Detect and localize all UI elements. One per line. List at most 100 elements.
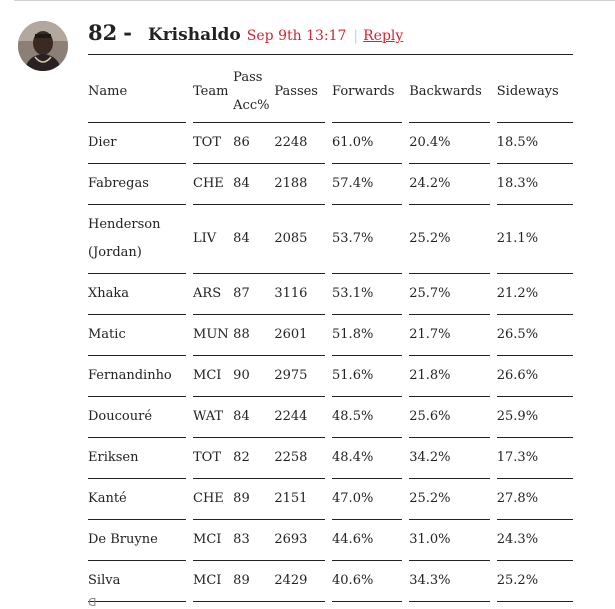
col-header-backwards: Backwards (409, 62, 490, 123)
cell-forwards: 40.6% (332, 560, 403, 602)
cell-pass-acc: 82 (233, 437, 275, 479)
cell-pass-acc: 83 (233, 519, 275, 561)
table-row: Fabregas CHE 84 2188 57.4% 24.2% 18.3% (88, 163, 573, 205)
cell-passes: 2151 (274, 478, 325, 520)
cell-sideways: 17.3% (496, 437, 573, 479)
comment-author[interactable]: Krishaldo (147, 25, 241, 45)
cell-name: Dier (88, 122, 186, 164)
cell-name: Fernandinho (88, 355, 186, 397)
cell-sideways: 18.3% (496, 163, 573, 205)
cell-passes: 3116 (274, 273, 325, 315)
cell-forwards: 51.8% (332, 314, 403, 356)
cell-sideways: 18.5% (496, 122, 573, 164)
cell-passes: 2601 (274, 314, 325, 356)
cell-backwards: 25.2% (409, 204, 490, 274)
cell-sideways: 25.2% (496, 560, 573, 602)
col-header-name: Name (88, 62, 186, 123)
cell-name: Matic (88, 314, 186, 356)
cell-forwards: 61.0% (332, 122, 403, 164)
cell-name: Xhaka (88, 273, 186, 315)
cell-passes: 2244 (274, 396, 325, 438)
cell-forwards: 47.0% (332, 478, 403, 520)
cell-team: TOT (193, 122, 234, 164)
table-header-row: Name Team Pass Acc% Passes Forwards Backw… (88, 62, 573, 123)
cell-backwards: 34.2% (409, 437, 490, 479)
comment-timestamp: Sep 9th 13:17 (246, 28, 347, 44)
next-comment-fragment: ᗡ (88, 596, 97, 609)
cell-sideways: 25.9% (496, 396, 573, 438)
table-row: Silva MCI 89 2429 40.6% 34.3% 25.2% (88, 560, 573, 602)
cell-team: ARS (193, 273, 234, 315)
cell-backwards: 34.3% (409, 560, 490, 602)
table-row: Eriksen TOT 82 2258 48.4% 34.2% 17.3% (88, 437, 573, 479)
table-row: Doucouré WAT 84 2244 48.5% 25.6% 25.9% (88, 396, 573, 438)
cell-backwards: 21.7% (409, 314, 490, 356)
cell-team: LIV (193, 204, 234, 274)
col-header-forwards: Forwards (332, 62, 403, 123)
cell-team: CHE (193, 478, 234, 520)
col-header-team: Team (193, 62, 234, 123)
cell-sideways: 26.6% (496, 355, 573, 397)
table-body: Dier TOT 86 2248 61.0% 20.4% 18.5% Fabregas CHE 8… (88, 122, 573, 602)
cell-pass-acc: 89 (233, 560, 275, 602)
cell-pass-acc: 87 (233, 273, 275, 315)
cell-backwards: 31.0% (409, 519, 490, 561)
col-header-pass-acc: Pass Acc% (233, 62, 275, 123)
cell-forwards: 53.7% (332, 204, 403, 274)
cell-forwards: 51.6% (332, 355, 403, 397)
cell-name: Henderson (Jordan) (88, 204, 186, 274)
cell-name: Fabregas (88, 163, 186, 205)
col-header-passes: Passes (274, 62, 325, 123)
comment-header-divider (88, 54, 573, 55)
cell-passes: 2188 (274, 163, 325, 205)
cell-pass-acc: 84 (233, 396, 275, 438)
cell-sideways: 24.3% (496, 519, 573, 561)
cell-forwards: 48.5% (332, 396, 403, 438)
cell-sideways: 26.5% (496, 314, 573, 356)
cell-name: Kanté (88, 478, 186, 520)
table-row: De Bruyne MCI 83 2693 44.6% 31.0% 24.3% (88, 519, 573, 561)
cell-team: MUN (193, 314, 234, 356)
cell-backwards: 25.2% (409, 478, 490, 520)
cell-passes: 2429 (274, 560, 325, 602)
table-row: Matic MUN 88 2601 51.8% 21.7% 26.5% (88, 314, 573, 356)
cell-name: Doucouré (88, 396, 186, 438)
cell-pass-acc: 84 (233, 163, 275, 205)
cell-pass-acc: 90 (233, 355, 275, 397)
cell-forwards: 53.1% (332, 273, 403, 315)
cell-team: MCI (193, 519, 234, 561)
cell-pass-acc: 84 (233, 204, 275, 274)
header-separator: | (353, 28, 359, 44)
table-row: Fernandinho MCI 90 2975 51.6% 21.8% 26.6% (88, 355, 573, 397)
table-row: Xhaka ARS 87 3116 53.1% 25.7% 21.2% (88, 273, 573, 315)
cell-sideways: 27.8% (496, 478, 573, 520)
col-header-pass-acc-line1: Pass (233, 70, 263, 85)
comment-number: 82 (88, 20, 118, 45)
cell-backwards: 25.6% (409, 396, 490, 438)
passing-stats-table: Name Team Pass Acc% Passes Forwards Backw… (88, 62, 573, 602)
user-avatar[interactable] (18, 21, 68, 71)
cell-forwards: 44.6% (332, 519, 403, 561)
cell-team: WAT (193, 396, 234, 438)
cell-passes: 2248 (274, 122, 325, 164)
cell-team: MCI (193, 355, 234, 397)
table-row: Dier TOT 86 2248 61.0% 20.4% 18.5% (88, 122, 573, 164)
reply-link[interactable]: Reply (363, 28, 404, 44)
cell-forwards: 57.4% (332, 163, 403, 205)
comment-dash: - (123, 20, 132, 45)
col-header-pass-acc-line2: Acc% (233, 98, 270, 113)
cell-team: MCI (193, 560, 234, 602)
cell-team: TOT (193, 437, 234, 479)
cell-backwards: 21.8% (409, 355, 490, 397)
table-row: Kanté CHE 89 2151 47.0% 25.2% 27.8% (88, 478, 573, 520)
top-divider (14, 0, 615, 1)
col-header-sideways: Sideways (496, 62, 573, 123)
table-row: Henderson (Jordan) LIV 84 2085 53.7% 25.2% 21.… (88, 204, 573, 274)
cell-passes: 2693 (274, 519, 325, 561)
cell-name: Silva (88, 560, 186, 602)
avatar-image (18, 21, 68, 71)
comment-header: 82 - Krishaldo Sep 9th 13:17 | Reply (88, 20, 573, 52)
cell-team: CHE (193, 163, 234, 205)
cell-pass-acc: 86 (233, 122, 275, 164)
cell-pass-acc: 89 (233, 478, 275, 520)
